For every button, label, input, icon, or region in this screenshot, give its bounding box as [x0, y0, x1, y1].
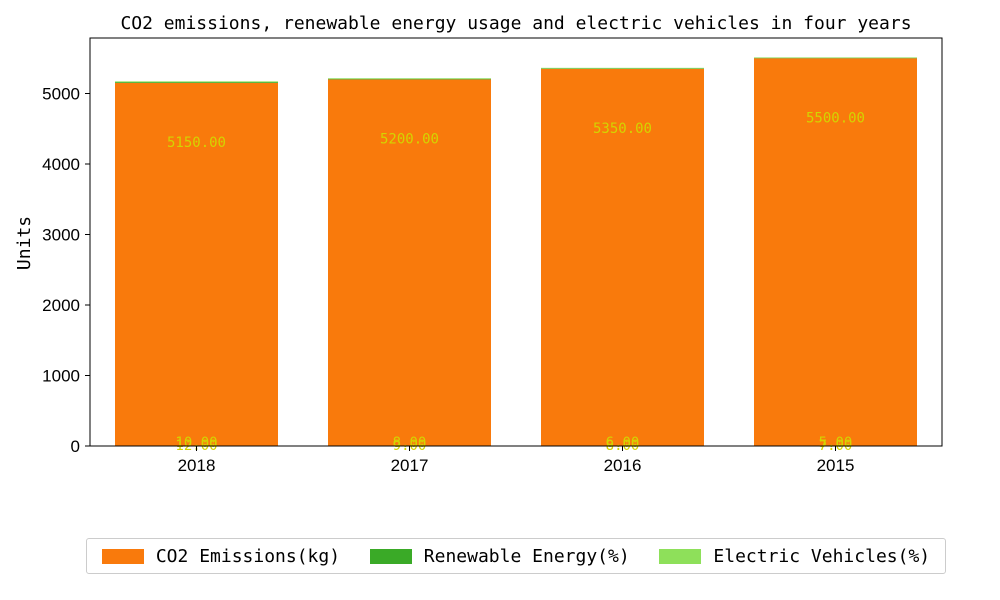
- y-tick-label: 3000: [42, 226, 80, 245]
- legend-item-co2: CO2 Emissions(kg): [101, 545, 341, 567]
- legend-label-renewable: Renewable Energy(%): [423, 545, 630, 567]
- bar-segment-1: [115, 82, 278, 447]
- x-axis: 2018 2017 2016 2015: [178, 446, 855, 475]
- legend-item-renewable: Renewable Energy(%): [369, 545, 630, 567]
- x-tick-label: 2016: [604, 456, 642, 475]
- bar-segment-1: [328, 79, 491, 447]
- y-axis-label: Units: [14, 216, 35, 270]
- chart-title: CO2 emissions, renewable energy usage an…: [120, 13, 911, 34]
- legend-item-ev: Electric Vehicles(%): [659, 546, 930, 567]
- data-label: 8.00: [393, 435, 427, 451]
- legend-swatch-ev: [659, 548, 702, 564]
- bar-segment-3: [541, 67, 704, 69]
- y-tick-label: 1000: [42, 367, 80, 386]
- data-label: 5350.00: [593, 121, 652, 137]
- bar-segment-2: [754, 57, 917, 59]
- data-label: 5200.00: [380, 131, 439, 147]
- x-tick-label: 2018: [178, 456, 216, 475]
- x-tick-label: 2017: [391, 456, 429, 475]
- y-tick-label: 2000: [42, 296, 80, 315]
- bar-segment-2: [328, 78, 491, 80]
- x-tick-label: 2015: [817, 456, 855, 475]
- y-tick-label: 4000: [42, 155, 80, 174]
- bar-segment-3: [115, 81, 278, 83]
- data-label: 5.00: [819, 435, 853, 451]
- data-label: 10.00: [175, 435, 217, 451]
- bar-segment-3: [754, 57, 917, 58]
- bars-group: [115, 57, 917, 447]
- data-label: 6.00: [606, 435, 640, 451]
- legend: CO2 Emissions(kg) Renewable Energy(%) El…: [86, 538, 946, 574]
- y-tick-label: 5000: [42, 85, 80, 104]
- bar-segment-3: [328, 78, 491, 79]
- plot-frame: [89, 37, 943, 447]
- data-label: 5150.00: [167, 135, 226, 151]
- legend-swatch-co2: [101, 548, 144, 564]
- bar-segment-2: [115, 82, 278, 83]
- data-label: 5500.00: [806, 110, 865, 126]
- legend-label-ev: Electric Vehicles(%): [713, 545, 931, 567]
- legend-label-co2: CO2 Emissions(kg): [155, 545, 341, 567]
- bar-segment-1: [754, 58, 917, 446]
- bar-segment-1: [541, 68, 704, 446]
- y-axis: 0 1000 2000 3000 4000 5000: [42, 85, 90, 456]
- bar-segment-2: [541, 68, 704, 69]
- legend-swatch-renewable: [369, 548, 412, 564]
- y-tick-label: 0: [71, 437, 80, 456]
